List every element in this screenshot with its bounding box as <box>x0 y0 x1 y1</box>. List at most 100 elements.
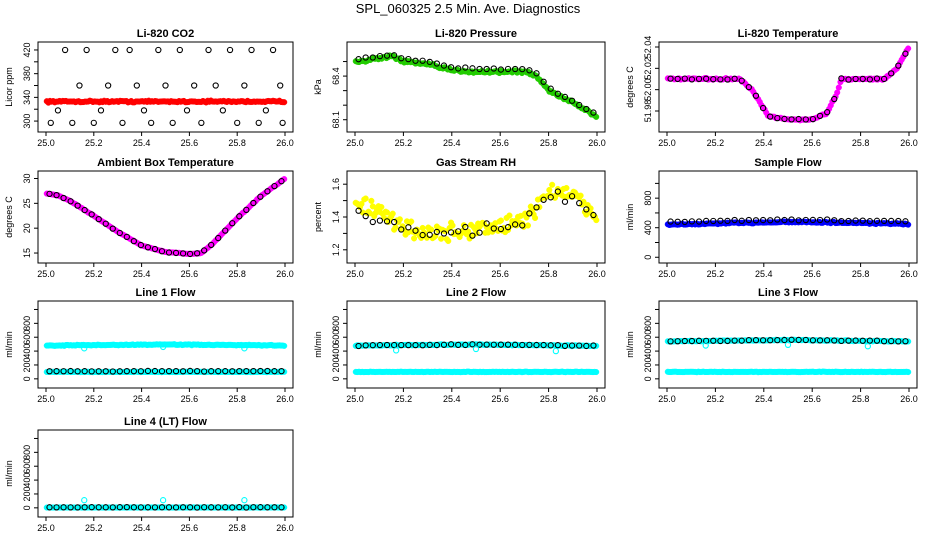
data-point-rh <box>469 232 476 239</box>
data-point-line3 <box>781 336 788 344</box>
data-point-sample_flow <box>781 216 788 224</box>
y-tick-label-co2: 380 <box>22 66 32 81</box>
data-point-pressure <box>547 85 554 92</box>
points-ambient <box>43 176 288 258</box>
data-point-line1 <box>257 367 264 375</box>
y-tick-label-co2: 340 <box>22 90 32 105</box>
data-point-ambient <box>53 192 60 199</box>
data-point-line4 <box>201 504 208 511</box>
data-point-li_temp <box>831 95 838 103</box>
data-point-line2 <box>376 341 384 349</box>
data-point-line1 <box>102 368 109 375</box>
data-point-line2 <box>593 368 600 376</box>
data-point-sample_flow <box>738 217 745 224</box>
data-point-co2 <box>241 82 248 89</box>
data-point-line1 <box>241 345 248 352</box>
data-point-ambient <box>250 199 257 207</box>
data-point-ambient <box>81 206 88 214</box>
x-tick-label-line1: 25.6 <box>181 394 199 404</box>
y-axis-label-li_temp: degrees C <box>625 66 635 108</box>
data-point-pressure <box>497 66 505 73</box>
x-tick-label-ambient: 25.2 <box>85 269 103 279</box>
data-point-line3 <box>852 337 859 344</box>
data-point-sample_flow <box>895 217 902 225</box>
data-point-co2 <box>269 46 277 54</box>
data-point-sample_flow <box>788 216 795 223</box>
data-point-line4 <box>222 504 229 511</box>
data-point-line3 <box>902 338 909 345</box>
data-point-li_temp <box>781 115 788 123</box>
data-point-line1 <box>243 367 250 375</box>
data-point-pressure <box>355 56 362 63</box>
data-point-co2 <box>277 82 284 89</box>
data-point-sample_flow <box>823 216 831 223</box>
data-point-ambient <box>229 220 236 227</box>
data-point-ambient <box>151 245 159 253</box>
panel-pressure: Li-820 Pressure kPa 25.0 25.2 25.4 25.6 25.8 26… <box>313 28 606 148</box>
x-tick-label-ambient: 26.0 <box>276 269 294 279</box>
data-point-line4 <box>208 504 215 511</box>
x-tick-label-ambient: 25.4 <box>133 269 151 279</box>
data-point-line2 <box>561 342 569 350</box>
data-point-li_temp <box>880 75 888 83</box>
data-point-line3 <box>745 336 753 344</box>
data-point-line3 <box>717 337 724 345</box>
y-tick-label-li_temp: 52.00 <box>643 78 653 101</box>
x-tick-label-line1: 25.8 <box>228 394 246 404</box>
data-point-line4 <box>236 503 243 511</box>
data-point-line1 <box>151 367 159 375</box>
x-tick-label-line2: 25.0 <box>346 394 364 404</box>
x-tick-label-line3: 25.2 <box>707 394 725 404</box>
data-point-line2 <box>392 347 400 354</box>
y-tick-label-line1: 0 <box>22 376 32 381</box>
data-point-li_temp <box>888 70 895 77</box>
data-point-line2 <box>476 341 483 348</box>
x-tick-label-line4: 25.4 <box>133 523 151 533</box>
y-tick-label-line1: 800 <box>22 316 32 331</box>
data-point-rh <box>440 230 448 237</box>
data-point-pressure <box>483 65 490 73</box>
data-point-ambient <box>109 225 116 232</box>
data-point-line1 <box>229 368 236 375</box>
data-point-line3 <box>784 341 792 348</box>
data-point-ambient <box>116 229 123 237</box>
data-point-line4 <box>257 504 264 511</box>
y-tick-label-ambient: 30 <box>22 173 32 183</box>
data-point-line2 <box>552 347 560 355</box>
data-point-co2 <box>90 119 97 127</box>
data-point-sample_flow <box>731 216 738 224</box>
x-tick-label-pressure: 25.0 <box>346 138 364 148</box>
data-point-line4 <box>144 504 152 511</box>
data-point-co2 <box>205 46 212 54</box>
data-point-li_temp <box>802 116 809 123</box>
data-point-line2 <box>540 341 547 349</box>
x-tick-label-co2: 25.0 <box>37 138 55 148</box>
data-point-line3 <box>767 337 774 344</box>
data-point-co2 <box>255 119 262 127</box>
data-point-line1 <box>46 368 53 375</box>
plot-frame-pressure <box>346 41 606 133</box>
y-tick-label-line2: 400 <box>331 344 341 359</box>
data-point-line1 <box>88 368 95 375</box>
data-point-pressure <box>526 67 533 74</box>
data-point-co2 <box>104 82 112 89</box>
data-point-line4 <box>165 504 173 511</box>
data-point-sample_flow <box>695 218 703 225</box>
data-point-li_temp <box>738 77 745 84</box>
y-tick-label-li_temp: 52.04 <box>643 36 653 59</box>
x-tick-label-rh: 25.4 <box>443 269 461 279</box>
data-point-rh <box>549 181 556 188</box>
data-point-pressure <box>383 52 391 59</box>
data-point-line3 <box>864 343 872 350</box>
data-point-ambient <box>222 227 229 234</box>
data-point-li_temp <box>845 76 852 83</box>
data-point-li_temp <box>752 92 760 99</box>
data-point-line4 <box>130 504 138 511</box>
data-point-line2 <box>511 341 519 348</box>
y-tick-label-li_temp: 52.02 <box>643 57 653 80</box>
data-point-line3 <box>895 338 902 345</box>
data-point-line3 <box>831 337 838 344</box>
x-tick-label-co2: 25.2 <box>85 138 103 148</box>
data-point-co2 <box>248 46 255 54</box>
x-tick-label-sample_flow: 25.8 <box>852 269 870 279</box>
